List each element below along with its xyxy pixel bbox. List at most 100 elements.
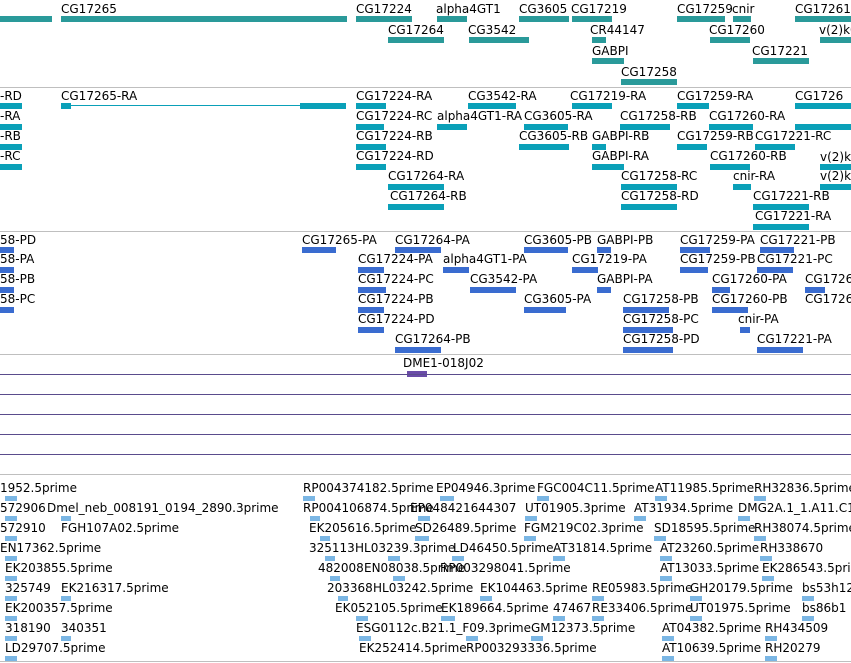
est-label[interactable]: EK205616.5prime (309, 521, 417, 535)
transcript-label[interactable]: v(2)k0 (820, 150, 851, 164)
est-label[interactable]: EK252414.5prime (359, 641, 467, 655)
transcript-feature[interactable] (0, 124, 22, 130)
gene-label[interactable]: CG3605 (519, 2, 568, 16)
protein-label[interactable]: GABPI-PA (597, 272, 653, 286)
gene-feature[interactable] (733, 16, 751, 22)
transcript-label[interactable]: CG17258-RC (621, 169, 698, 183)
est-feature[interactable] (5, 556, 17, 561)
gene-feature[interactable] (0, 16, 52, 22)
est-feature[interactable] (553, 616, 565, 621)
protein-feature[interactable] (0, 287, 14, 293)
protein-feature[interactable] (524, 247, 568, 253)
est-feature[interactable] (5, 636, 17, 641)
est-feature[interactable] (524, 536, 536, 541)
gene-label[interactable]: CG17261 (795, 2, 851, 16)
est-label[interactable]: EP048421644307 (410, 501, 517, 515)
protein-label[interactable]: CG17221-PA (757, 332, 832, 346)
est-label[interactable]: AT31934.5prime (634, 501, 734, 515)
protein-feature[interactable] (680, 267, 708, 273)
transcript-label[interactable]: CG17224-RC (356, 109, 433, 123)
protein-feature[interactable] (712, 287, 730, 293)
transcript-label[interactable]: CG3605-RB (519, 129, 589, 143)
est-label[interactable]: AT31814.5prime (553, 541, 653, 555)
est-label[interactable]: 572906 (0, 501, 46, 515)
est-label[interactable]: RH338670 (760, 541, 824, 555)
protein-feature[interactable] (470, 287, 516, 293)
transcript-label[interactable]: CG17224-RD (356, 149, 434, 163)
transcript-label[interactable]: GABPI-RB (592, 129, 650, 143)
protein-label[interactable]: CG17259-PA (680, 233, 755, 247)
est-feature[interactable] (5, 536, 17, 541)
gene-feature[interactable] (753, 58, 809, 64)
est-label[interactable]: 340351 (61, 621, 107, 635)
protein-feature[interactable] (680, 247, 710, 253)
protein-feature[interactable] (572, 267, 598, 273)
transcript-label[interactable]: CG17221-RA (755, 209, 832, 223)
est-label[interactable]: AT13033.5prime (660, 561, 760, 575)
est-label[interactable]: RE05983.5prime (592, 581, 693, 595)
est-label[interactable]: bs86b1 (802, 601, 847, 615)
protein-label[interactable]: CG17221-PB (760, 233, 836, 247)
gene-feature[interactable] (621, 79, 677, 85)
transcript-label[interactable]: -RB (0, 129, 21, 143)
est-label[interactable]: AT11985.5prime (655, 481, 755, 495)
est-label[interactable]: EK203855.5prime (5, 561, 113, 575)
est-feature[interactable] (760, 556, 772, 561)
est-feature[interactable] (802, 616, 814, 621)
transcript-feature[interactable] (519, 144, 569, 150)
protein-label[interactable]: alpha4GT1-PA (443, 252, 527, 266)
est-feature[interactable] (61, 596, 71, 601)
transcript-feature[interactable] (755, 144, 795, 150)
est-label[interactable]: SD26489.5prime (415, 521, 517, 535)
protein-label[interactable]: 58-PD (0, 233, 37, 247)
est-feature[interactable] (5, 516, 17, 521)
est-label[interactable]: EK052105.5prime (335, 601, 443, 615)
transcript-feature[interactable] (621, 204, 677, 210)
protein-label[interactable]: CG17258-PB (623, 292, 699, 306)
gene-feature[interactable] (388, 37, 444, 43)
protein-label[interactable]: CG17264-PA (395, 233, 470, 247)
est-feature[interactable] (754, 496, 766, 501)
transcript-label[interactable]: CG17221-RC (755, 129, 832, 143)
gene-label[interactable]: v(2)k0 (819, 23, 851, 37)
gene-feature[interactable] (820, 37, 851, 43)
est-feature[interactable] (303, 496, 315, 501)
est-label[interactable]: AT10639.5prime (662, 641, 762, 655)
protein-label[interactable]: CG17258-PD (623, 332, 700, 346)
est-label[interactable]: RP003293336.5prime (466, 641, 597, 655)
transcript-feature[interactable] (795, 124, 851, 130)
est-feature[interactable] (738, 516, 750, 521)
est-feature[interactable] (754, 536, 766, 541)
gene-label[interactable]: CG17260 (709, 23, 765, 37)
protein-feature[interactable] (358, 267, 384, 273)
gene-feature[interactable] (710, 37, 750, 43)
transcript-label[interactable]: CG17265-RA (61, 89, 138, 103)
est-feature[interactable] (5, 576, 17, 581)
protein-feature[interactable] (757, 347, 803, 353)
protein-feature[interactable] (395, 347, 441, 353)
est-label[interactable]: FGM219C02.3prime (524, 521, 644, 535)
transcript-feature[interactable] (524, 124, 568, 130)
transcript-feature[interactable] (300, 103, 346, 109)
est-label[interactable]: RH20279 (765, 641, 821, 655)
protein-feature[interactable] (623, 307, 669, 313)
protein-label[interactable]: CG17219-PA (572, 252, 647, 266)
gene-label[interactable]: alpha4GT1 (436, 2, 501, 16)
transcript-feature[interactable] (709, 124, 753, 130)
protein-feature[interactable] (805, 287, 825, 293)
est-feature[interactable] (393, 576, 405, 581)
est-label[interactable]: RP003298041.5prime (440, 561, 571, 575)
gene-feature[interactable] (61, 16, 347, 22)
est-feature[interactable] (325, 556, 335, 561)
protein-label[interactable]: 58-PC (0, 292, 36, 306)
gene-label[interactable]: CG17259 (677, 2, 733, 16)
est-label[interactable]: HL03239.3prime (355, 541, 456, 555)
transcript-feature[interactable] (710, 164, 750, 170)
protein-label[interactable]: CG1726 (805, 272, 851, 286)
est-feature[interactable] (5, 616, 17, 621)
est-label[interactable]: 325113 (309, 541, 355, 555)
est-label[interactable]: FGC004C11.5prime (537, 481, 655, 495)
gene-feature[interactable] (677, 16, 725, 22)
est-feature[interactable] (655, 496, 667, 501)
est-feature[interactable] (660, 576, 672, 581)
